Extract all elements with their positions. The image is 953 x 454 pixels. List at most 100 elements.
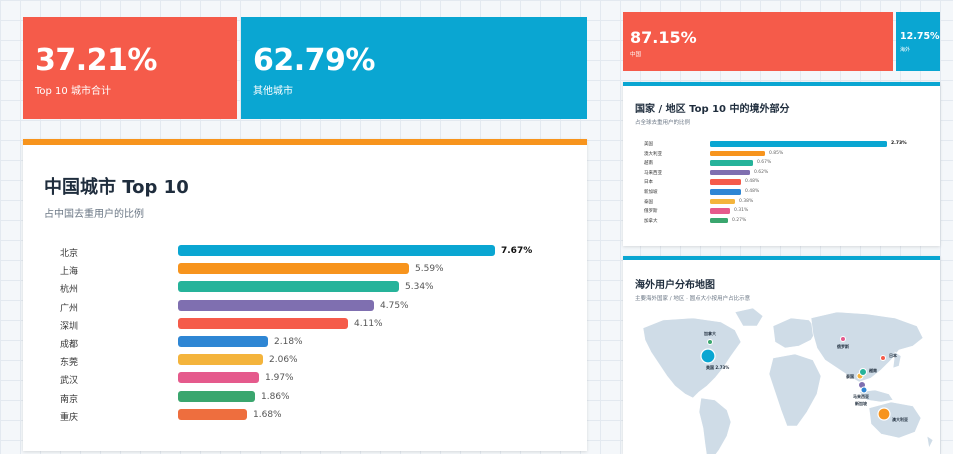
city-label: 广州: [60, 303, 79, 314]
map-label-usa: 美国 2.73%: [706, 364, 729, 370]
country-value-label: 0.48%: [745, 189, 760, 194]
north-america-shape: [642, 317, 742, 399]
stat-others-value: 62.79%: [253, 43, 375, 78]
city-value-label: 4.75%: [380, 300, 409, 311]
city-value-label: 4.11%: [354, 318, 383, 329]
country-bar: [710, 160, 753, 166]
country-bar: [710, 217, 728, 224]
country-label: 越南: [644, 161, 653, 167]
europe-shape: [772, 317, 818, 349]
city-label: 武汉: [60, 376, 79, 387]
city-bar: [178, 281, 399, 293]
city-chart-title: 中国城市 Top 10: [44, 177, 189, 198]
country-value-label: 0.27%: [732, 217, 747, 223]
city-bar: [178, 299, 374, 311]
country-value-label: 0.67%: [757, 160, 772, 166]
city-value-label: 5.59%: [415, 264, 444, 275]
city-label: 杭州: [60, 285, 79, 296]
stat-top10-value: 37.21%: [35, 43, 157, 78]
map-card: 海外用户分布地图 主要海外国家 / 地区 · 圆点大小按用户占比示意: [623, 256, 940, 454]
city-value-label: 2.18%: [274, 337, 303, 347]
city-value-label: 1.68%: [253, 409, 282, 420]
stat-top10-label: Top 10 城市合计: [35, 86, 111, 97]
japan-shape: [892, 351, 902, 369]
city-label: 成都: [60, 340, 79, 350]
city-value-label: 5.34%: [405, 282, 434, 293]
country-label: 新加坡: [644, 190, 658, 195]
map-label-australia: 澳大利亚: [892, 416, 908, 422]
stat-overseas-label: 海外: [900, 47, 911, 53]
stat-overseas-tile: 12.75% 海外: [896, 12, 940, 71]
city-bar: [178, 263, 409, 275]
bubble-vietnam: [859, 368, 867, 376]
map-label-japan: 日本: [889, 352, 897, 358]
country-value-label: 2.73%: [891, 141, 907, 146]
map-subtitle: 主要海外国家 / 地区 · 圆点大小按用户占比示意: [635, 296, 751, 302]
bubble-japan: [880, 355, 886, 361]
country-bar: [710, 189, 741, 195]
map-label-vietnam: 越南: [868, 367, 877, 373]
bubble-canada: [707, 339, 713, 345]
city-bar: [178, 354, 263, 366]
stat-china-tile: 87.15% 中国: [623, 12, 893, 71]
bubble-australia: [877, 407, 891, 421]
stat-overseas-value: 12.75%: [900, 31, 940, 42]
map-label-malaysia: 马来西亚: [853, 393, 869, 399]
country-label: 日本: [644, 180, 653, 186]
country-value-label: 0.48%: [745, 179, 760, 185]
city-bar: [178, 245, 495, 256]
stat-others-tile: 62.79% 其他城市: [241, 17, 587, 119]
city-label: 东莞: [60, 358, 79, 369]
city-bar: [178, 317, 348, 329]
map-label-russia: 俄罗斯: [836, 343, 849, 349]
country-label: 加拿大: [644, 218, 658, 224]
city-value-label: 7.67%: [501, 246, 533, 256]
south-america-shape: [698, 397, 732, 454]
map-labels: 加拿大 俄罗斯 日本 美国 2.73% 泰国 越南 马来西亚 新加坡 澳大利亚: [703, 330, 908, 422]
stat-others-label: 其他城市: [253, 86, 293, 97]
se-asia-islands-shape: [858, 389, 894, 403]
country-chart-title: 国家 / 地区 Top 10 中的境外部分: [635, 104, 790, 115]
city-value-label: 2.06%: [269, 355, 298, 366]
asia-shape: [810, 311, 924, 383]
country-value-label: 0.38%: [739, 198, 754, 204]
continents: [642, 307, 934, 454]
bubble-usa: [700, 348, 716, 364]
country-bar: [710, 208, 730, 214]
country-bar: [710, 198, 735, 205]
country-label: 澳大利亚: [644, 151, 662, 157]
bubble-russia: [840, 336, 846, 342]
country-bar: [710, 150, 765, 157]
city-bar: [178, 336, 268, 347]
city-label: 上海: [60, 267, 79, 278]
city-value-label: 1.86%: [261, 391, 290, 402]
bubble-singapore: [860, 386, 868, 394]
country-label: 俄罗斯: [644, 209, 658, 215]
africa-shape: [768, 353, 822, 427]
country-label: 马来西亚: [644, 170, 662, 176]
city-bar: [178, 372, 259, 384]
city-bar: [178, 390, 255, 402]
country-value-label: 0.62%: [754, 169, 769, 175]
country-bar: [710, 179, 741, 185]
city-chart-subtitle: 占中国去重用户的比例: [44, 209, 144, 220]
country-chart-card: 国家 / 地区 Top 10 中的境外部分 占全球去重用户的比例 美国 2.73%…: [623, 82, 940, 246]
stat-china-label: 中国: [630, 52, 642, 58]
country-bar-chart: 美国 2.73% 澳大利亚 0.85% 越南 0.67% 马来西亚 0.62% 日本 0.48% 新…: [623, 86, 940, 250]
country-bar: [710, 169, 750, 176]
world-map: 加拿大 俄罗斯 日本 美国 2.73% 泰国 越南 马来西亚 新加坡 澳大利亚: [642, 307, 934, 454]
stat-top10-tile: 37.21% Top 10 城市合计: [23, 17, 237, 119]
map-label-thailand: 泰国: [845, 373, 854, 379]
stat-china-value: 87.15%: [630, 28, 697, 47]
map-title: 海外用户分布地图: [635, 280, 715, 291]
country-label: 泰国: [644, 199, 653, 205]
country-value-label: 0.85%: [769, 150, 784, 156]
country-chart-subtitle: 占全球去重用户的比例: [635, 120, 691, 126]
new-zealand-shape: [926, 435, 934, 449]
city-label: 南京: [60, 394, 79, 405]
city-label: 北京: [60, 249, 79, 259]
greenland-shape: [734, 307, 764, 327]
map-label-singapore: 新加坡: [855, 400, 867, 406]
country-value-label: 0.31%: [734, 208, 749, 214]
country-bar: [710, 141, 887, 147]
